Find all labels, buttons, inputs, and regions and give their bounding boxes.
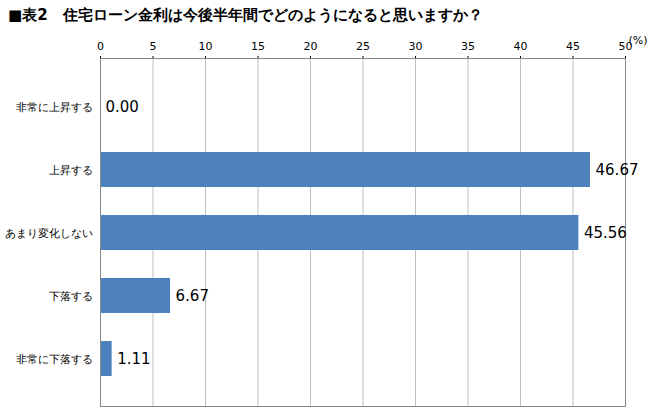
svg-text:35: 35 [461,40,475,53]
svg-text:45: 45 [566,40,580,53]
html-text:■表2 住宅ローン金利は今後半年間でどのようになると思います: ■表2 住宅ローン金利は今後半年間でどのようになると思いますか？ [8,6,483,24]
svg-text:25: 25 [356,40,370,53]
svg-text:6.67: 6.67 [176,287,209,305]
svg-text:45.56: 45.56 [584,224,627,242]
svg-text:46.67: 46.67 [596,161,639,179]
svg-text:(%): (%) [628,34,647,47]
svg-text:非常に上昇する: 非常に上昇する [16,101,93,114]
svg-text:あまり変化しない: あまり変化しない [5,227,93,240]
svg-text:10: 10 [199,40,213,53]
svg-text:0.00: 0.00 [106,98,139,116]
svg-text:下落する: 下落する [49,290,93,303]
svg-text:50: 50 [618,39,633,53]
svg-text:30: 30 [409,40,423,53]
svg-text:上昇する: 上昇する [49,164,93,177]
svg-text:1.11: 1.11 [117,350,150,368]
svg-text:0: 0 [97,40,104,53]
svg-text:15: 15 [251,40,265,53]
svg-text:20: 20 [304,40,318,53]
svg-text:5: 5 [150,40,157,53]
svg-text:非常に下落する: 非常に下落する [16,353,93,366]
svg-text:40: 40 [514,40,528,53]
